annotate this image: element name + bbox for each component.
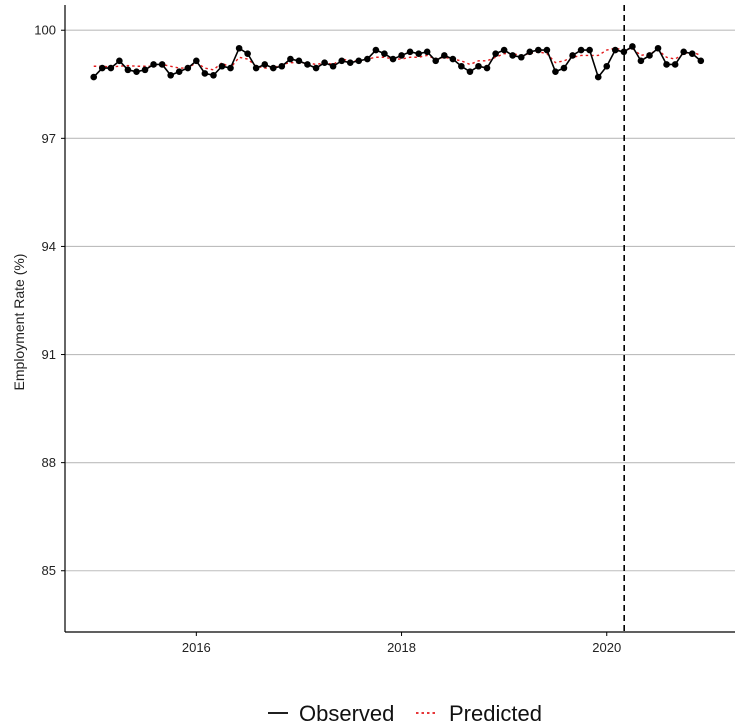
- point-observed-19: [252, 64, 260, 72]
- point-observed-18: [244, 50, 251, 57]
- legend-observed-label: Observed: [299, 701, 394, 726]
- point-observed-20: [261, 61, 269, 68]
- point-observed-44: [466, 68, 474, 75]
- point-observed-39: [423, 48, 431, 56]
- point-observed-11: [184, 64, 192, 72]
- point-observed-57: [577, 46, 585, 54]
- x-tick-label-2018: 2018: [387, 640, 416, 655]
- point-observed-26: [312, 64, 320, 72]
- point-observed-55: [560, 64, 568, 72]
- series-line-observed: [93, 45, 702, 79]
- point-observed-16: [227, 64, 234, 72]
- point-observed-21: [269, 64, 277, 72]
- axes: [64, 5, 735, 633]
- point-observed-68: [671, 61, 679, 68]
- point-observed-7: [150, 61, 157, 68]
- point-observed-52: [535, 46, 542, 54]
- y-tick-label-88: 88: [42, 455, 56, 470]
- point-observed-43: [458, 62, 465, 70]
- y-ticks: 85 88 91 94 97 100: [34, 23, 65, 578]
- point-observed-33: [372, 46, 380, 54]
- point-observed-54: [552, 68, 559, 75]
- point-observed-29: [338, 57, 346, 65]
- point-observed-38: [415, 50, 422, 57]
- point-observed-3: [116, 57, 123, 65]
- point-observed-4: [124, 66, 132, 74]
- point-observed-13: [201, 70, 209, 77]
- point-observed-12: [193, 57, 200, 65]
- point-observed-63: [629, 43, 636, 50]
- legend: Observed Predicted: [268, 701, 542, 726]
- y-tick-label-100: 100: [34, 23, 56, 38]
- point-observed-69: [680, 48, 687, 56]
- point-observed-56: [569, 52, 576, 59]
- point-observed-48: [500, 46, 508, 54]
- point-observed-17: [235, 44, 243, 52]
- point-observed-28: [329, 62, 337, 70]
- point-observed-24: [295, 57, 303, 65]
- point-observed-62: [620, 48, 628, 56]
- y-tick-label-91: 91: [42, 347, 56, 362]
- y-axis-title: Employment Rate (%): [11, 254, 27, 391]
- y-tick-label-85: 85: [42, 563, 56, 578]
- point-observed-8: [158, 61, 166, 68]
- x-tick-label-2016: 2016: [182, 640, 211, 655]
- point-observed-49: [509, 52, 516, 59]
- point-observed-0: [90, 73, 98, 81]
- point-observed-70: [688, 50, 696, 57]
- point-observed-15: [218, 62, 226, 70]
- point-observed-30: [346, 59, 354, 66]
- point-observed-5: [133, 68, 140, 75]
- point-observed-53: [543, 46, 551, 54]
- point-observed-2: [107, 64, 115, 72]
- point-observed-67: [663, 61, 670, 68]
- x-ticks: 2016 2018 2020: [182, 632, 621, 655]
- point-observed-27: [321, 59, 328, 66]
- point-observed-6: [141, 66, 149, 74]
- point-observed-60: [603, 62, 611, 70]
- series-layer: [90, 43, 705, 81]
- point-observed-34: [381, 50, 388, 57]
- point-observed-64: [637, 57, 645, 65]
- point-observed-36: [398, 52, 405, 59]
- point-observed-47: [492, 50, 499, 57]
- point-observed-45: [475, 62, 482, 70]
- point-observed-65: [646, 52, 653, 59]
- x-tick-label-2020: 2020: [592, 640, 621, 655]
- point-observed-40: [432, 57, 440, 65]
- point-observed-25: [304, 61, 311, 68]
- point-observed-14: [210, 71, 217, 79]
- y-tick-label-94: 94: [42, 239, 56, 254]
- point-observed-41: [441, 52, 448, 59]
- point-observed-59: [594, 73, 602, 81]
- point-observed-23: [287, 55, 294, 63]
- point-observed-66: [654, 44, 662, 52]
- point-observed-22: [278, 62, 286, 70]
- y-tick-label-97: 97: [42, 131, 56, 146]
- point-observed-37: [406, 48, 414, 56]
- point-observed-35: [389, 55, 397, 63]
- grid-lines: [65, 29, 735, 572]
- point-observed-61: [611, 46, 619, 54]
- point-observed-31: [355, 57, 363, 65]
- point-observed-1: [98, 64, 106, 72]
- point-observed-10: [175, 68, 183, 75]
- point-observed-9: [167, 71, 174, 79]
- point-observed-46: [483, 64, 491, 72]
- point-observed-58: [586, 46, 593, 54]
- point-observed-51: [526, 48, 534, 56]
- legend-predicted-label: Predicted: [449, 701, 542, 726]
- point-observed-42: [449, 55, 457, 63]
- point-observed-71: [697, 57, 705, 65]
- point-observed-50: [517, 53, 525, 61]
- point-observed-32: [364, 55, 371, 63]
